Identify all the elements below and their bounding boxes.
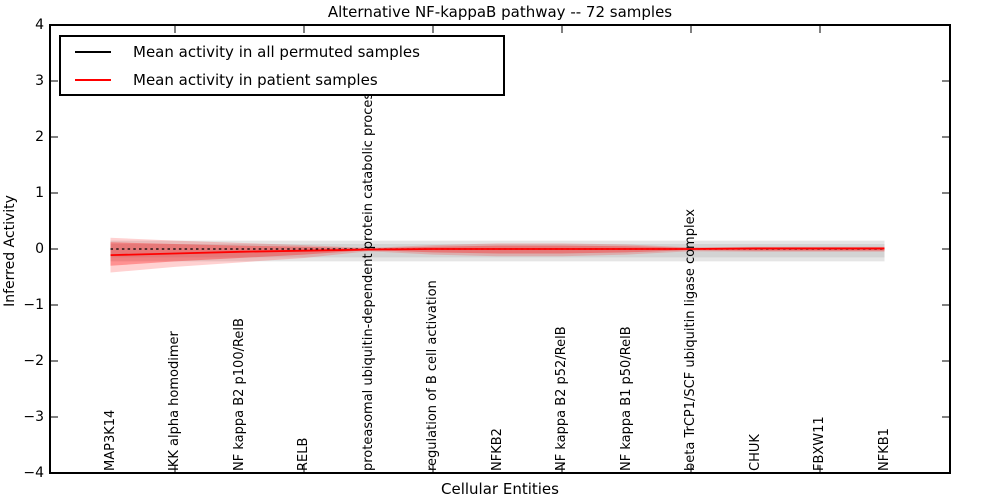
y-tick-label: 2 — [35, 129, 44, 145]
legend-label: Mean activity in patient samples — [133, 70, 378, 89]
legend-item-patient: Mean activity in patient samples — [61, 69, 503, 91]
y-tick-label: −4 — [23, 465, 44, 481]
x-tick-label: CHUK — [747, 434, 763, 471]
y-tick-label: 0 — [35, 241, 44, 257]
x-tick-label: NF kappa B2 p52/RelB — [554, 326, 569, 471]
x-tick-label: beta TrCP1/SCF ubiquitin ligase complex — [683, 208, 698, 471]
chart-title: Alternative NF-kappaB pathway -- 72 samp… — [327, 3, 673, 21]
x-tick-label: proteasomal ubiquitin-dependent protein … — [360, 86, 376, 471]
band-permuted-outer — [110, 240, 885, 262]
x-tick-label: MAP3K14 — [102, 409, 118, 471]
x-tick-label: NF kappa B1 p50/RelB — [618, 326, 634, 471]
y-tick-label: −1 — [23, 297, 44, 313]
x-axis-label: Cellular Entities — [441, 480, 559, 498]
line-patient-mean — [110, 247, 885, 257]
legend-item-permuted: Mean activity in all permuted samples — [61, 41, 503, 63]
x-tick-label: NFKB1 — [876, 428, 892, 471]
y-tick-label: −2 — [23, 353, 44, 369]
y-tick-label: 3 — [35, 73, 44, 89]
black-line-sample-icon — [75, 50, 111, 53]
red-line-sample-icon — [75, 78, 111, 81]
x-tick-label: FBXW11 — [812, 416, 827, 471]
y-axis-label: Inferred Activity — [2, 195, 18, 307]
y-tick-label: −3 — [23, 409, 44, 425]
band-patient-outer — [110, 237, 885, 273]
band-permuted-inner — [110, 243, 885, 258]
y-tick-label: 4 — [35, 17, 44, 33]
x-tick-label: RELB — [296, 437, 311, 471]
legend-label: Mean activity in all permuted samples — [133, 42, 420, 61]
x-tick-label: regulation of B cell activation — [425, 280, 440, 471]
legend: Mean activity in all permuted samples Me… — [59, 35, 505, 96]
x-tick-label: IKK alpha homodimer — [167, 331, 182, 471]
x-tick-label: NF kappa B2 p100/RelB — [231, 318, 247, 471]
x-tick-label: NFKB2 — [489, 428, 505, 471]
axes-spines — [49, 24, 951, 474]
y-tick-label: 1 — [35, 185, 44, 201]
